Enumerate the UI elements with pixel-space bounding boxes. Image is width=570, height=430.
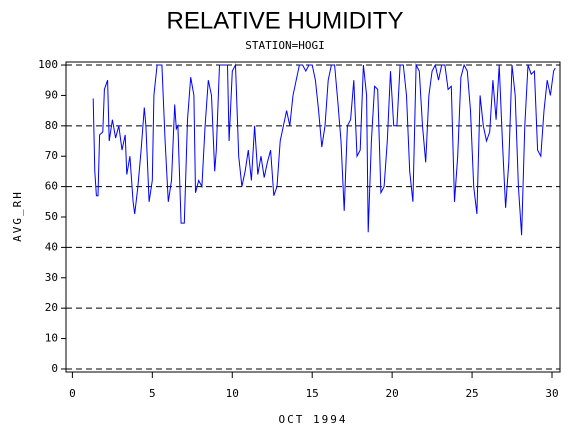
y-tick-label: 60 [45,180,58,193]
y-axis-label: AVG_RH [11,190,24,242]
chart-subtitle: STATION=HOGI [245,39,324,52]
x-axis-label: OCT 1994 [279,413,348,426]
y-tick-label: 0 [51,362,58,375]
y-tick-label: 10 [45,332,58,345]
y-tick-label: 30 [45,271,58,284]
x-tick-label: 0 [69,387,76,400]
y-tick-label: 100 [38,58,58,71]
x-tick-label: 10 [226,387,239,400]
y-tick-label: 70 [45,149,58,162]
y-tick-label: 90 [45,88,58,101]
y-tick-label: 40 [45,240,58,253]
x-tick-label: 30 [545,387,558,400]
plot-frame [65,61,561,373]
y-tick-label: 80 [45,119,58,132]
y-tick-label: 20 [45,301,58,314]
data-line [92,63,556,236]
x-tick-label: 5 [149,387,156,400]
y-tick-label: 50 [45,210,58,223]
x-tick-label: 15 [306,387,319,400]
x-tick-label: 25 [465,387,478,400]
x-tick-label: 20 [386,387,399,400]
chart-title: RELATIVE HUMIDITY [167,7,404,34]
